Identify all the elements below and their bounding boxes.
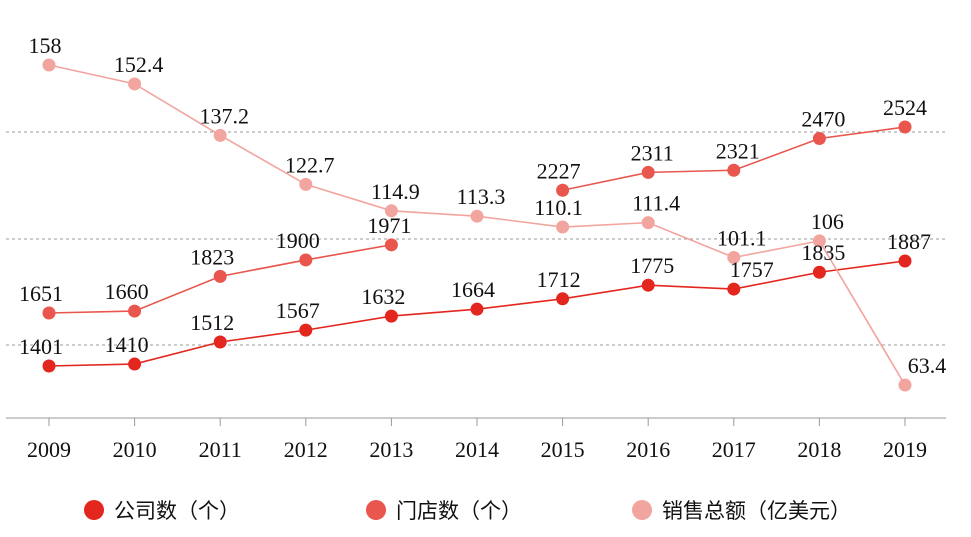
label-companies-2011: 1512 bbox=[190, 310, 234, 335]
label-companies-2010: 1410 bbox=[105, 332, 149, 357]
point-sales-2015 bbox=[556, 220, 570, 234]
point-stores-2017 bbox=[727, 163, 741, 177]
x-tick-label-2009: 2009 bbox=[27, 437, 71, 462]
x-tick-label-2016: 2016 bbox=[626, 437, 670, 462]
legend-item-stores[interactable]: 门店数（个） bbox=[366, 488, 522, 532]
point-companies-2017 bbox=[727, 282, 741, 296]
label-companies-2015: 1712 bbox=[537, 267, 581, 292]
point-stores-2018 bbox=[812, 132, 826, 146]
x-tick-label-2012: 2012 bbox=[284, 437, 328, 462]
legend-marker-sales-icon bbox=[632, 500, 652, 520]
x-tick-label-2017: 2017 bbox=[712, 437, 756, 462]
point-sales-2011 bbox=[213, 128, 227, 142]
label-stores-2009: 1651 bbox=[19, 281, 63, 306]
label-stores-2010: 1660 bbox=[105, 279, 149, 304]
series-stores bbox=[42, 120, 912, 320]
point-stores-2010 bbox=[128, 304, 142, 318]
legend-label-sales: 销售总额（亿美元） bbox=[662, 499, 851, 523]
point-sales-2014 bbox=[470, 209, 484, 223]
point-stores-2015 bbox=[556, 183, 570, 197]
point-stores-2019 bbox=[898, 120, 912, 134]
point-sales-2018 bbox=[812, 234, 826, 248]
x-tick-label-2013: 2013 bbox=[369, 437, 413, 462]
label-sales-2017: 101.1 bbox=[717, 225, 767, 250]
label-sales-2016: 111.4 bbox=[632, 191, 680, 216]
label-sales-2019: 63.4 bbox=[908, 353, 947, 378]
line-sales-1 bbox=[48, 64, 906, 386]
legend-label-companies: 公司数（个） bbox=[114, 499, 240, 523]
x-tick-label-2010: 2010 bbox=[113, 437, 157, 462]
label-sales-2010: 152.4 bbox=[114, 52, 164, 77]
series-sales bbox=[42, 58, 912, 392]
point-companies-2016 bbox=[641, 278, 655, 292]
point-sales-2012 bbox=[299, 177, 313, 191]
point-companies-2011 bbox=[213, 335, 227, 349]
label-stores-2015: 2227 bbox=[537, 158, 581, 183]
label-companies-2018: 1835 bbox=[801, 240, 845, 265]
series-group bbox=[42, 58, 912, 392]
legend-item-companies[interactable]: 公司数（个） bbox=[84, 488, 240, 532]
point-stores-2011 bbox=[213, 269, 227, 283]
point-stores-2012 bbox=[299, 253, 313, 267]
label-companies-2009: 1401 bbox=[19, 334, 63, 359]
label-companies-2013: 1632 bbox=[361, 284, 405, 309]
label-stores-2019: 2524 bbox=[883, 95, 927, 120]
label-stores-2017: 2321 bbox=[716, 138, 760, 163]
point-sales-2010 bbox=[128, 77, 142, 91]
x-tick-label-2015: 2015 bbox=[541, 437, 585, 462]
label-companies-2017: 1757 bbox=[730, 257, 774, 282]
point-stores-2009 bbox=[42, 306, 56, 320]
data-labels: 1401 1410 1512 1567 1632 1664 1712 1775 1757 1835… bbox=[19, 33, 946, 378]
label-stores-2016: 2311 bbox=[631, 140, 674, 165]
x-tick-label-2014: 2014 bbox=[455, 437, 499, 462]
point-companies-2015 bbox=[556, 292, 570, 306]
point-stores-2013 bbox=[384, 238, 398, 252]
label-sales-2018: 106 bbox=[811, 209, 844, 234]
point-stores-2016 bbox=[641, 165, 655, 179]
point-sales-2017 bbox=[727, 250, 741, 264]
x-axis: 2009 2010 2011 2012 2013 2014 2015 2016 2017 2018… bbox=[6, 417, 946, 462]
legend-marker-companies-icon bbox=[84, 500, 104, 520]
label-companies-2019: 1887 bbox=[887, 229, 931, 254]
point-sales-2019 bbox=[898, 378, 912, 392]
label-stores-2013: 1971 bbox=[367, 213, 411, 238]
x-tick-label-2019: 2019 bbox=[883, 437, 927, 462]
legend-item-sales[interactable]: 销售总额（亿美元） bbox=[632, 488, 851, 532]
label-sales-2011: 137.2 bbox=[199, 103, 249, 128]
series-companies bbox=[42, 254, 912, 373]
label-companies-2012: 1567 bbox=[276, 298, 320, 323]
label-sales-2013: 114.9 bbox=[371, 179, 420, 204]
label-sales-2014: 113.3 bbox=[457, 184, 506, 209]
legend: 公司数（个） 门店数（个） 销售总额（亿美元） bbox=[0, 488, 971, 532]
point-companies-2010 bbox=[128, 357, 142, 371]
label-stores-2012: 1900 bbox=[276, 228, 320, 253]
label-stores-2011: 1823 bbox=[190, 244, 234, 269]
label-sales-2012: 122.7 bbox=[285, 152, 335, 177]
point-sales-2016 bbox=[641, 216, 655, 230]
legend-marker-stores-icon bbox=[366, 500, 386, 520]
point-companies-2012 bbox=[299, 323, 313, 337]
point-companies-2019 bbox=[898, 254, 912, 268]
label-stores-2018: 2470 bbox=[801, 107, 845, 132]
label-sales-2009: 158 bbox=[29, 33, 62, 58]
point-companies-2009 bbox=[42, 359, 56, 373]
point-companies-2014 bbox=[470, 302, 484, 316]
legend-label-stores: 门店数（个） bbox=[396, 499, 522, 523]
grid-lines bbox=[6, 131, 946, 346]
label-companies-2016: 1775 bbox=[630, 253, 674, 278]
point-companies-2013 bbox=[384, 309, 398, 323]
x-tick-label-2018: 2018 bbox=[797, 437, 841, 462]
label-companies-2014: 1664 bbox=[451, 277, 495, 302]
point-companies-2018 bbox=[812, 265, 826, 279]
point-sales-2009 bbox=[42, 58, 56, 72]
point-sales-2013 bbox=[384, 204, 398, 218]
label-sales-2015: 110.1 bbox=[534, 195, 583, 220]
x-tick-label-2011: 2011 bbox=[199, 437, 242, 462]
